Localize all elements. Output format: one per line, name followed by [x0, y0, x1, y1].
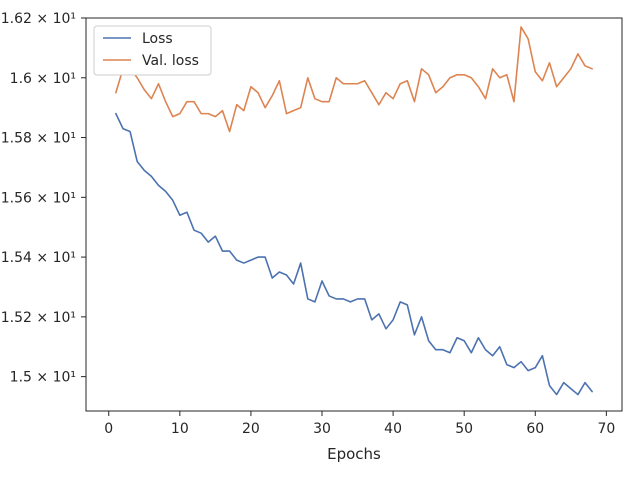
series-line-val-loss — [115, 26, 593, 133]
x-tick-label: 70 — [597, 421, 615, 437]
y-tick-label: 1.6 × 10¹ — [10, 71, 76, 87]
x-tick-label: 60 — [526, 421, 544, 437]
plot-frame — [85, 17, 623, 412]
y-tick-label: 1.58 × 10¹ — [1, 131, 76, 147]
x-axis-label: Epochs — [327, 445, 381, 463]
x-tick-label: 40 — [384, 421, 402, 437]
x-axis: 0 10 20 30 40 50 60 70 — [104, 411, 615, 437]
y-tick-label: 1.52 × 10¹ — [1, 310, 76, 326]
y-tick-label: 1.62 × 10¹ — [1, 11, 76, 27]
series-line-loss — [115, 112, 593, 396]
y-tick-label: 1.54 × 10¹ — [1, 250, 76, 266]
legend-label-loss: Loss — [142, 31, 173, 47]
plot-area — [86, 18, 622, 411]
x-tick-label: 20 — [242, 421, 260, 437]
x-tick-label: 10 — [171, 421, 189, 437]
legend: Loss Val. loss — [93, 25, 212, 76]
x-tick-label: 50 — [455, 421, 473, 437]
y-axis: 1.5 × 10¹ 1.52 × 10¹ 1.54 × 10¹ 1.56 × 10¹ 1… — [1, 11, 86, 386]
series-layer — [115, 26, 593, 396]
x-tick-label: 30 — [313, 421, 331, 437]
y-tick-label: 1.56 × 10¹ — [1, 190, 76, 206]
y-tick-label: 1.5 × 10¹ — [10, 370, 76, 386]
x-tick-label: 0 — [104, 421, 113, 437]
legend-label-val-loss: Val. loss — [142, 53, 199, 69]
